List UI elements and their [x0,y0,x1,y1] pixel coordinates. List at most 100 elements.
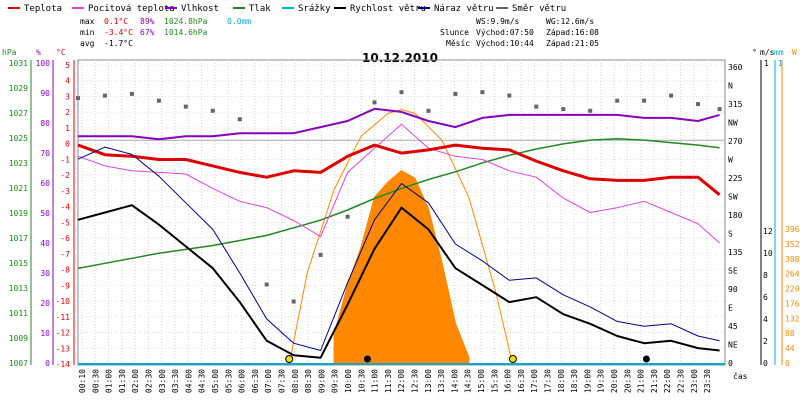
x-tick-label: 01:30 [118,369,127,393]
ms-tick-label: 10 [763,249,773,258]
dir-tick-label: 0 [728,359,733,368]
dir-tick-label: 90 [728,285,738,294]
temp-tick-label: -14 [56,360,71,369]
x-tick-label: 10:00 [344,369,353,393]
pct-tick-label: 90 [40,89,50,98]
temp-tick-label: -3 [60,187,70,196]
w-axis-label: W [792,48,797,57]
ws-value: WS:9.9m/s [476,17,520,26]
wind-direction-point [291,299,296,304]
legend-item-8: Směr větru [512,4,566,14]
max-temp: 0.1°C [104,17,128,26]
wind-gust-line [77,146,720,351]
ms-top-label: 1 [764,59,769,68]
wind-direction-point [399,90,404,95]
hpa-tick-label: 1029 [9,84,28,93]
mm-top-label: 1 [778,59,783,68]
pct-tick-label: 100 [36,59,51,68]
legend-item-4: Tlak [249,4,271,14]
x-tick-label: 23:30 [703,369,712,393]
temp-tick-label: 0 [65,140,70,149]
x-tick-label: 22:30 [677,369,686,393]
sunset: Západ:16:08 [546,28,599,37]
dir-tick-label: 135 [728,248,743,257]
temp-tick-label: -13 [56,344,71,353]
x-tick-label: 22:00 [663,369,672,393]
moonrise: Východ:10:44 [476,39,534,48]
dir-tick-label: E [728,304,733,313]
dir-tick-label: S [728,230,733,239]
ms-tick-label: 8 [763,271,768,280]
pct-tick-label: 10 [40,329,50,338]
x-tick-label: 16:30 [517,369,526,393]
x-tick-label: 08:00 [291,369,300,393]
dir-tick-label: 315 [728,100,743,109]
temp-tick-label: -7 [60,250,70,259]
deg-axis-label: ° [752,48,757,57]
temp-tick-label: 5 [65,61,70,70]
min-hum: 67% [140,28,155,37]
wind-speed-line [77,204,720,359]
x-tick-label: 11:00 [371,369,380,393]
temp-tick-label: -12 [56,329,71,338]
x-tick-label: 17:30 [544,369,553,393]
x-tick-label: 16:00 [504,369,513,393]
x-tick-label: 13:00 [424,369,433,393]
sunrise: Východ:07:50 [476,28,534,37]
x-tick-label: 21:30 [650,369,659,393]
ms-tick-label: 6 [763,293,768,302]
avg-label: avg [80,39,95,48]
legend: Teplota Pocitová teplota Vlhkost Tlak Srážky… [8,4,566,14]
plot-area [76,90,725,366]
temp-tick-label: -5 [60,218,70,227]
moon-label: Měsíc [446,39,470,48]
x-tick-label: 05:30 [224,369,233,393]
wind-direction-point [480,90,485,95]
wind-direction-point [210,108,215,113]
pct-tick-label: 30 [40,269,50,278]
hpa-tick-label: 1007 [9,359,28,368]
ms-tick-label: 2 [763,337,768,346]
max-press: 1024.8hPa [164,17,208,26]
hpa-tick-label: 1009 [9,334,28,343]
w-tick-label: 44 [785,344,795,353]
temp-tick-label: -11 [56,313,71,322]
x-tick-label: 18:00 [557,369,566,393]
x-tick-label: 03:00 [158,369,167,393]
pct-tick-label: 40 [40,239,50,248]
avg-temp: -1.7°C [104,39,133,48]
x-tick-label: 12:30 [411,369,420,393]
legend-item-7: Náraz větru [434,4,494,14]
x-tick-label: 01:00 [105,369,114,393]
dir-tick-label: W [728,156,733,165]
x-tick-label: 21:00 [637,369,646,393]
w-tick-label: 264 [785,270,800,279]
max-rain: 0.0mm [227,17,251,26]
sunset-marker [508,355,517,363]
temp-axis-label: °C [56,48,66,57]
humidity-line [78,107,720,141]
temp-tick-label: -2 [60,171,70,180]
temp-tick-label: -4 [60,203,70,212]
theoretical-radiation-line [288,109,514,366]
wind-direction-point [183,104,188,109]
w-tick-label: 396 [785,225,800,234]
hpa-tick-label: 1023 [9,159,28,168]
hpa-tick-label: 1027 [9,109,28,118]
mm-axis-label: mm [774,48,784,57]
stats-block: max 0.1°C 89% 1024.8hPa 0.0mm min -3.4°C… [80,17,251,48]
x-tick-label: 12:00 [397,369,406,393]
dir-tick-label: SW [728,193,738,202]
wind-direction-point [507,93,512,98]
x-tick-label: 09:30 [331,369,340,393]
wind-direction-point [156,98,161,103]
wind-direction-point [588,108,593,113]
x-tick-label: 23:00 [690,369,699,393]
x-tick-label: 14:00 [450,369,459,393]
w-tick-label: 88 [785,329,795,338]
x-tick-label: 15:30 [490,369,499,393]
feels-like-line [77,123,720,244]
axes: 00:10 00:30 01:00 01:30 02:00 02:30 03:00 03:30… [2,48,800,393]
legend-item-5: Srážky [298,4,331,14]
pct-tick-label: 70 [40,149,50,158]
